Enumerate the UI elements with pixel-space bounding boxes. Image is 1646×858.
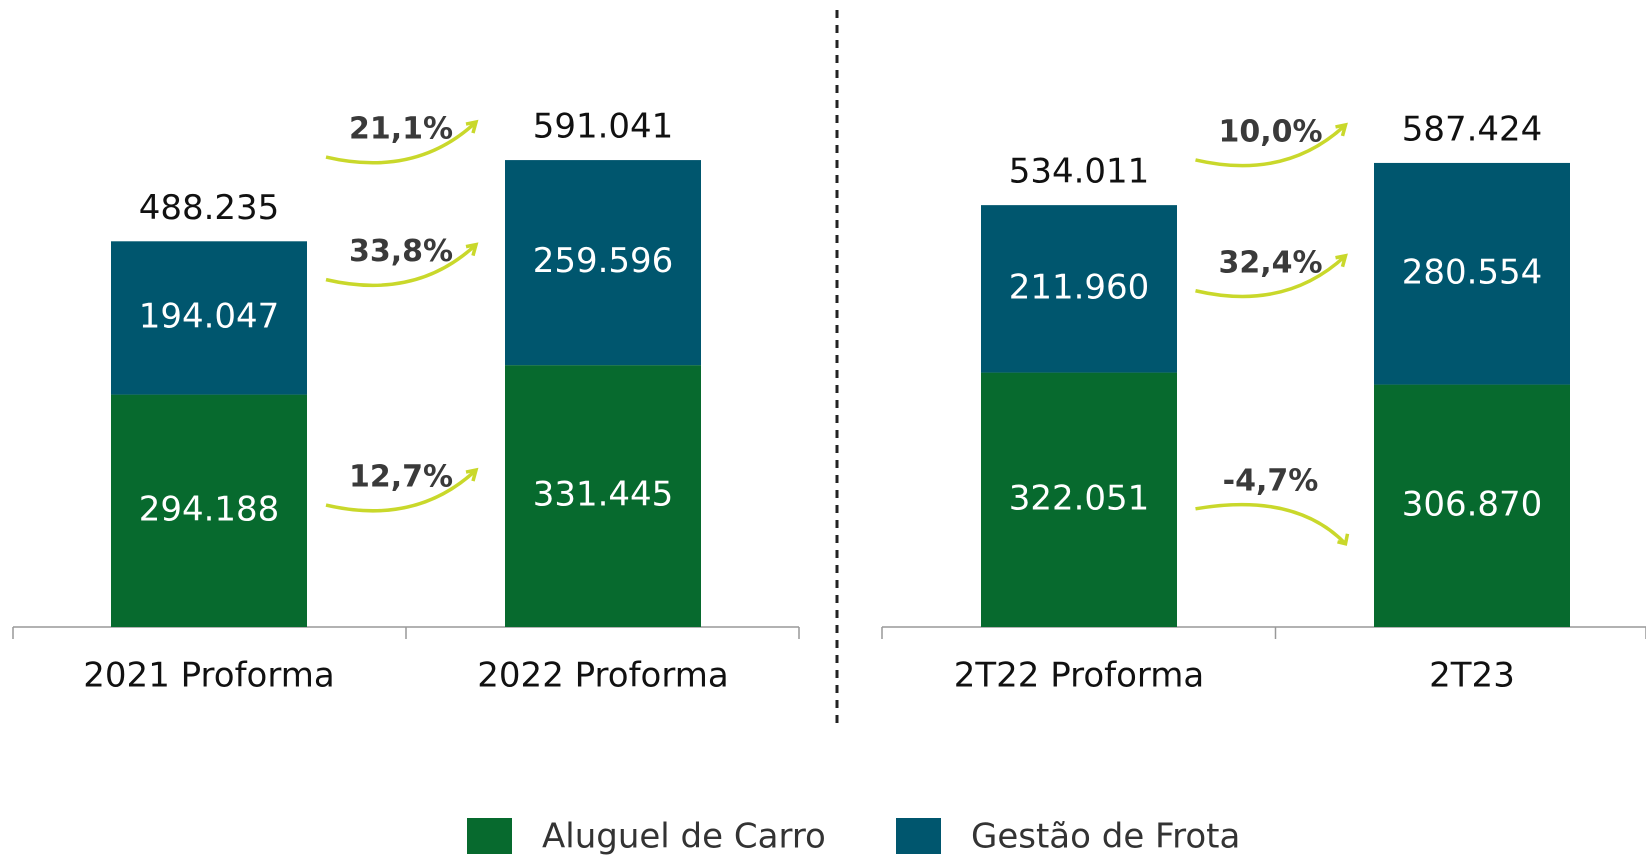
growth-arrow xyxy=(325,243,478,288)
arrow-head xyxy=(465,119,479,134)
growth-label: 10,0% xyxy=(1218,114,1322,149)
growth-arrow xyxy=(1195,123,1347,168)
bar-segment xyxy=(505,160,701,366)
x-tick-label: 2T23 xyxy=(1429,656,1515,696)
arrow-head xyxy=(465,467,479,482)
legend-swatch xyxy=(896,818,941,854)
arrow-head xyxy=(1337,533,1350,546)
growth-label: 33,8% xyxy=(349,234,453,269)
bar-segment xyxy=(1374,162,1570,385)
value-label: 211.960 xyxy=(1009,267,1150,307)
value-label: 294.188 xyxy=(139,489,280,529)
growth-label: 21,1% xyxy=(349,112,453,147)
value-label: 331.445 xyxy=(533,475,674,515)
bar-segment xyxy=(981,372,1177,627)
growth-label: 12,7% xyxy=(349,460,453,495)
bar-segment xyxy=(981,205,1177,373)
legend-swatch xyxy=(467,818,512,854)
bar-segment xyxy=(1374,384,1570,627)
bar-segment xyxy=(505,365,701,627)
bar-segment xyxy=(111,394,307,627)
x-tick-label: 2021 Proforma xyxy=(83,656,334,696)
growth-arrow xyxy=(325,120,478,165)
x-tick-label: 2022 Proforma xyxy=(477,656,728,696)
arrow-head xyxy=(1335,253,1348,268)
value-label: 259.596 xyxy=(533,241,674,281)
value-label: 322.051 xyxy=(1009,478,1150,518)
legend-label: Gestão de Frota xyxy=(971,817,1240,857)
value-label: 306.870 xyxy=(1402,484,1543,524)
growth-label: -4,7% xyxy=(1223,463,1319,498)
total-label: 591.041 xyxy=(533,107,674,147)
growth-arrow xyxy=(1195,502,1347,546)
growth-label: 32,4% xyxy=(1218,245,1322,280)
total-label: 488.235 xyxy=(139,188,280,228)
x-tick-label: 2T22 Proforma xyxy=(954,656,1205,696)
value-label: 194.047 xyxy=(139,296,280,336)
growth-arrow xyxy=(325,468,478,513)
legend-label: Aluguel de Carro xyxy=(542,817,826,857)
value-label: 280.554 xyxy=(1402,252,1543,292)
arrow-head xyxy=(465,242,479,257)
arrow-head xyxy=(1335,122,1348,137)
total-label: 587.424 xyxy=(1402,109,1543,149)
total-label: 534.011 xyxy=(1009,152,1150,192)
growth-arrow xyxy=(1195,254,1347,299)
bar-segment xyxy=(111,241,307,395)
